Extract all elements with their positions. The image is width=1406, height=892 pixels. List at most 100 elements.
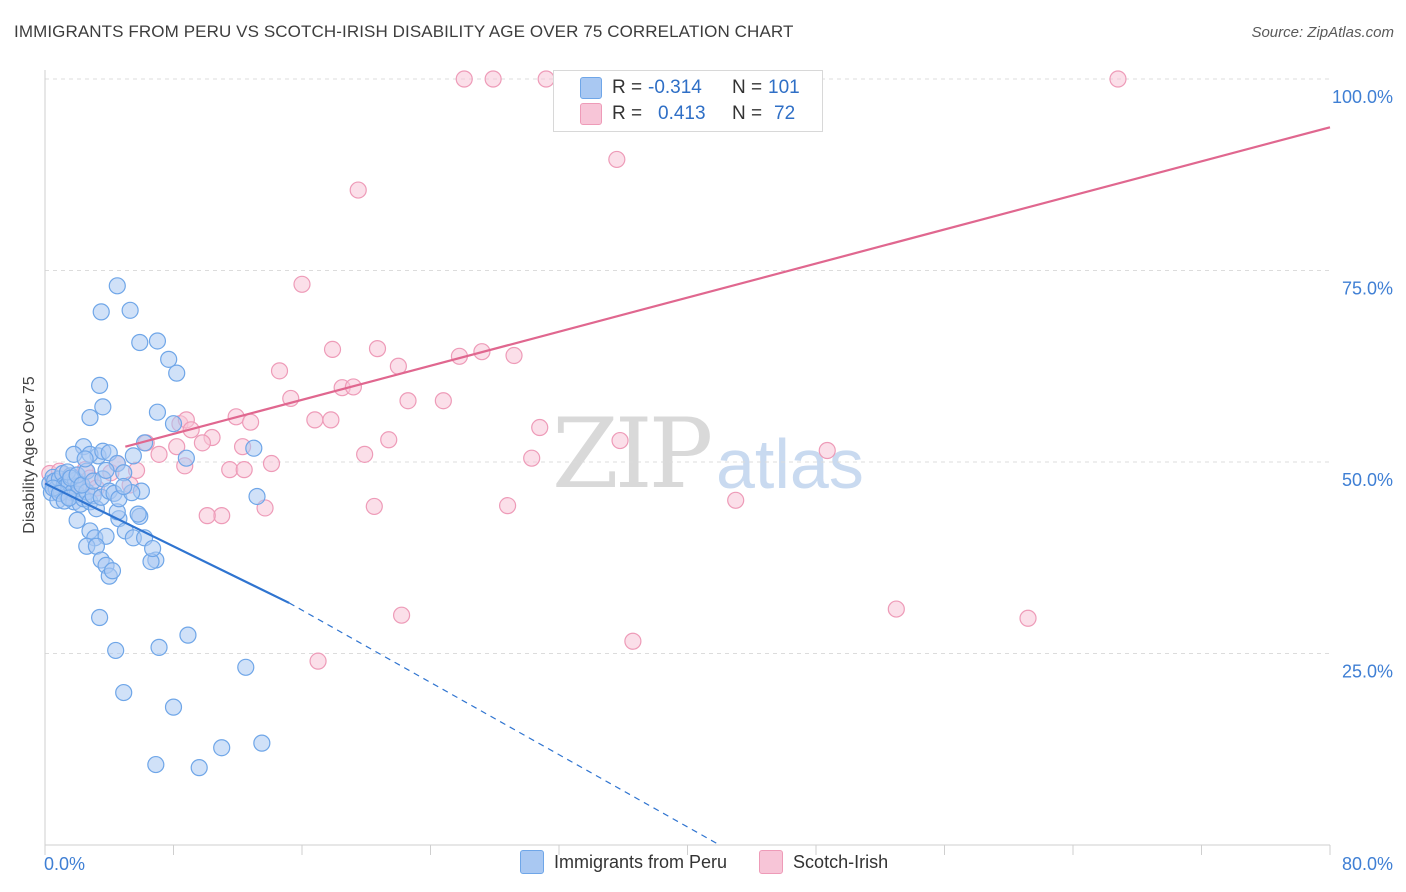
scotch-point-54: [499, 497, 517, 515]
y-axis-label: Disability Age Over 75: [21, 376, 38, 534]
peru-point-84: [148, 332, 167, 350]
peru-point-82: [121, 301, 139, 319]
peru-point-85: [160, 350, 178, 368]
scotch-point-45: [380, 431, 398, 449]
legend: Immigrants from Peru Scotch-Irish: [520, 850, 910, 874]
scotch-point-61: [611, 431, 629, 450]
peru-trend-line: [44, 482, 290, 604]
peru-point-81: [92, 303, 110, 321]
y-tick-label-100: 100.0%: [1332, 87, 1393, 107]
peru-point-91: [237, 658, 255, 676]
scotch-point-60: [608, 150, 626, 169]
peru-r-value: -0.314: [648, 77, 702, 98]
scotch-point-51: [455, 70, 473, 88]
stats-box: R = -0.314 N = 101 R = 0.413 N = 72: [553, 70, 823, 132]
scotch-point-47: [392, 606, 411, 624]
peru-point-88: [107, 641, 125, 660]
scotch-point-25: [198, 507, 216, 525]
legend-label-peru: Immigrants from Peru: [554, 851, 728, 872]
source-label: Source: ZipAtlas.com: [1251, 24, 1394, 41]
peru-point-90: [179, 626, 197, 644]
scotch-point-42: [356, 445, 374, 463]
watermark-zip: ZIP: [552, 398, 713, 510]
legend-label-scotch: Scotch-Irish: [793, 851, 889, 872]
peru-trend-extension: [288, 602, 720, 846]
peru-point-68: [129, 505, 147, 523]
scotch-r-label: R =: [612, 103, 643, 124]
peru-point-94: [147, 755, 165, 774]
scotch-point-38: [323, 340, 342, 358]
scotch-point-37: [322, 411, 340, 429]
scotch-point-53: [484, 70, 502, 88]
scotch-point-35: [306, 411, 324, 429]
peru-point-70: [81, 408, 99, 427]
y-tick-label-25: 25.0%: [1342, 662, 1393, 682]
scotch-point-41: [349, 181, 367, 199]
peru-point-96: [213, 739, 231, 757]
x-tick-label-max: 80.0%: [1342, 854, 1393, 874]
peru-point-83: [131, 333, 149, 352]
scotch-n-value: 72: [774, 103, 796, 124]
peru-point-86: [168, 364, 186, 382]
peru-point-77: [245, 439, 263, 457]
peru-point-49: [97, 461, 115, 480]
peru-point-46: [124, 447, 142, 465]
peru-r-label: R =: [612, 77, 643, 98]
scotch-point-68: [1019, 609, 1037, 627]
scotch-point-48: [399, 392, 417, 410]
scotch-point-49: [434, 392, 452, 410]
peru-point-100: [115, 477, 133, 496]
scotch-point-65: [727, 491, 745, 509]
scotch-point-24: [213, 507, 231, 525]
scotch-point-28: [235, 461, 253, 479]
watermark-atlas: atlas: [716, 425, 864, 503]
peru-point-75: [177, 449, 195, 467]
scotch-point-67: [887, 600, 905, 618]
peru-point-74: [164, 415, 183, 433]
peru-point-65: [103, 562, 122, 580]
scotch-point-32: [270, 362, 289, 380]
scotch-point-62: [624, 632, 642, 650]
peru-point-87: [91, 608, 109, 627]
scotch-point-71: [193, 434, 212, 452]
peru-point-73: [148, 403, 167, 421]
scotch-n-label: N =: [732, 103, 763, 124]
scotch-point-17: [150, 445, 168, 463]
scotch-point-34: [293, 275, 311, 293]
peru-n-value: 101: [768, 77, 800, 98]
peru-point-97: [253, 734, 271, 752]
scotch-r-value: 0.413: [658, 103, 706, 124]
scotch-point-55: [505, 346, 523, 365]
legend-swatch-scotch: [759, 850, 784, 874]
peru-n-label: N =: [732, 77, 763, 98]
scotch-point-44: [368, 340, 387, 358]
scotch-point-29: [242, 413, 260, 431]
peru-point-92: [115, 683, 133, 702]
scotch-point-18: [168, 438, 186, 456]
scotch-point-66: [818, 441, 836, 460]
scotch-swatch: [580, 103, 602, 125]
peru-point-48: [76, 450, 94, 468]
scotch-point-36: [309, 652, 327, 670]
peru-point-50: [68, 511, 86, 529]
peru-point-67: [144, 539, 162, 558]
legend-swatch-peru: [520, 850, 544, 874]
scotch-point-26: [221, 461, 239, 479]
scotch-point-58: [537, 70, 555, 88]
scotch-point-43: [365, 497, 383, 516]
x-tick-label-min: 0.0%: [44, 854, 85, 874]
legend-item-scotch[interactable]: Scotch-Irish: [759, 850, 888, 874]
y-tick-label-50: 50.0%: [1342, 470, 1393, 490]
peru-swatch: [580, 77, 602, 99]
y-tick-label-75: 75.0%: [1342, 279, 1393, 299]
legend-item-peru[interactable]: Immigrants from Peru: [520, 850, 727, 874]
scotch-point-31: [262, 454, 281, 473]
chart-title: IMMIGRANTS FROM PERU VS SCOTCH-IRISH DIS…: [14, 22, 794, 41]
scotch-point-57: [531, 418, 549, 437]
peru-point-93: [164, 698, 183, 716]
peru-point-89: [150, 638, 168, 656]
scotch-point-56: [523, 449, 541, 467]
peru-point-95: [190, 759, 208, 777]
peru-point-80: [108, 277, 126, 295]
